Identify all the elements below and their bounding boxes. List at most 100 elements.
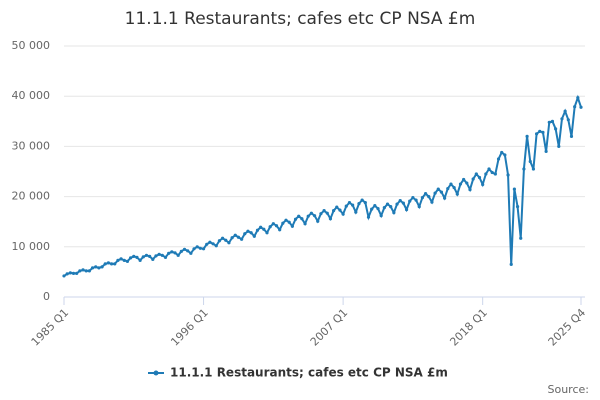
point	[477, 175, 482, 180]
point	[240, 237, 244, 241]
point	[94, 265, 98, 269]
point	[281, 221, 285, 225]
point	[379, 214, 383, 218]
point	[160, 253, 164, 257]
point	[522, 167, 526, 171]
y-tick-label: 40 000	[12, 89, 51, 102]
point	[227, 241, 231, 245]
point	[106, 261, 111, 265]
point	[65, 272, 69, 276]
point	[214, 244, 218, 248]
point	[192, 247, 196, 251]
point	[376, 207, 380, 211]
x-tick-label: 1985 Q1	[29, 306, 72, 349]
point	[284, 218, 288, 222]
point	[129, 256, 133, 260]
point	[224, 238, 228, 242]
point	[300, 217, 304, 221]
point	[201, 247, 206, 251]
point	[103, 262, 107, 266]
point	[538, 129, 542, 133]
point	[148, 254, 152, 258]
point	[173, 251, 177, 255]
point	[560, 117, 564, 121]
point	[297, 214, 301, 218]
point	[423, 191, 428, 196]
point	[328, 217, 333, 221]
point	[249, 231, 253, 235]
point	[167, 251, 171, 255]
point	[220, 236, 225, 240]
point	[287, 220, 291, 224]
point	[481, 182, 485, 187]
point	[68, 271, 72, 275]
y-tick-label: 20 000	[12, 190, 51, 203]
point	[382, 206, 386, 210]
point	[455, 192, 459, 196]
point	[503, 153, 507, 157]
point	[354, 210, 358, 214]
point	[274, 224, 279, 228]
point	[487, 167, 491, 171]
point	[217, 239, 222, 243]
point	[151, 257, 155, 261]
point	[81, 268, 85, 272]
point	[78, 269, 82, 273]
point	[366, 215, 371, 219]
point	[303, 222, 307, 226]
point	[389, 205, 393, 209]
point	[233, 233, 237, 237]
point	[325, 211, 329, 215]
point	[135, 255, 139, 259]
point	[344, 204, 348, 208]
point	[446, 186, 450, 191]
point	[465, 181, 469, 185]
point	[306, 214, 310, 218]
point	[443, 196, 447, 200]
point	[417, 205, 421, 209]
point	[293, 217, 298, 221]
point	[84, 269, 88, 273]
y-tick-label: 30 000	[12, 139, 51, 152]
point	[90, 266, 95, 270]
y-tick-label: 50 000	[12, 39, 51, 52]
point	[208, 240, 212, 244]
point	[236, 235, 241, 239]
point	[332, 209, 336, 213]
x-tick-label: 1996 Q1	[168, 306, 211, 349]
point	[430, 200, 434, 204]
point	[519, 236, 523, 240]
point	[141, 255, 145, 259]
point	[515, 205, 520, 209]
point	[154, 254, 158, 258]
point	[573, 105, 577, 109]
point	[398, 199, 402, 203]
point	[312, 214, 317, 218]
point	[414, 198, 418, 202]
point	[484, 172, 488, 176]
point	[259, 225, 263, 229]
point	[179, 249, 183, 253]
point	[278, 228, 282, 232]
y-tick-label: 10 000	[12, 240, 51, 253]
legend-label: 11.1.1 Restaurants; cafes etc CP NSA £m	[170, 366, 448, 380]
point	[116, 258, 120, 262]
point	[316, 219, 320, 223]
point	[125, 259, 130, 263]
point	[433, 191, 437, 195]
point	[512, 187, 516, 191]
point	[458, 182, 463, 186]
point	[163, 255, 168, 259]
point	[500, 150, 504, 155]
point	[246, 229, 250, 233]
point	[439, 190, 444, 194]
point	[87, 269, 91, 273]
legend-marker	[153, 370, 159, 376]
point	[347, 201, 352, 205]
point	[122, 258, 126, 262]
point	[205, 242, 209, 246]
point	[132, 254, 136, 258]
point	[230, 236, 234, 240]
point	[71, 271, 76, 276]
